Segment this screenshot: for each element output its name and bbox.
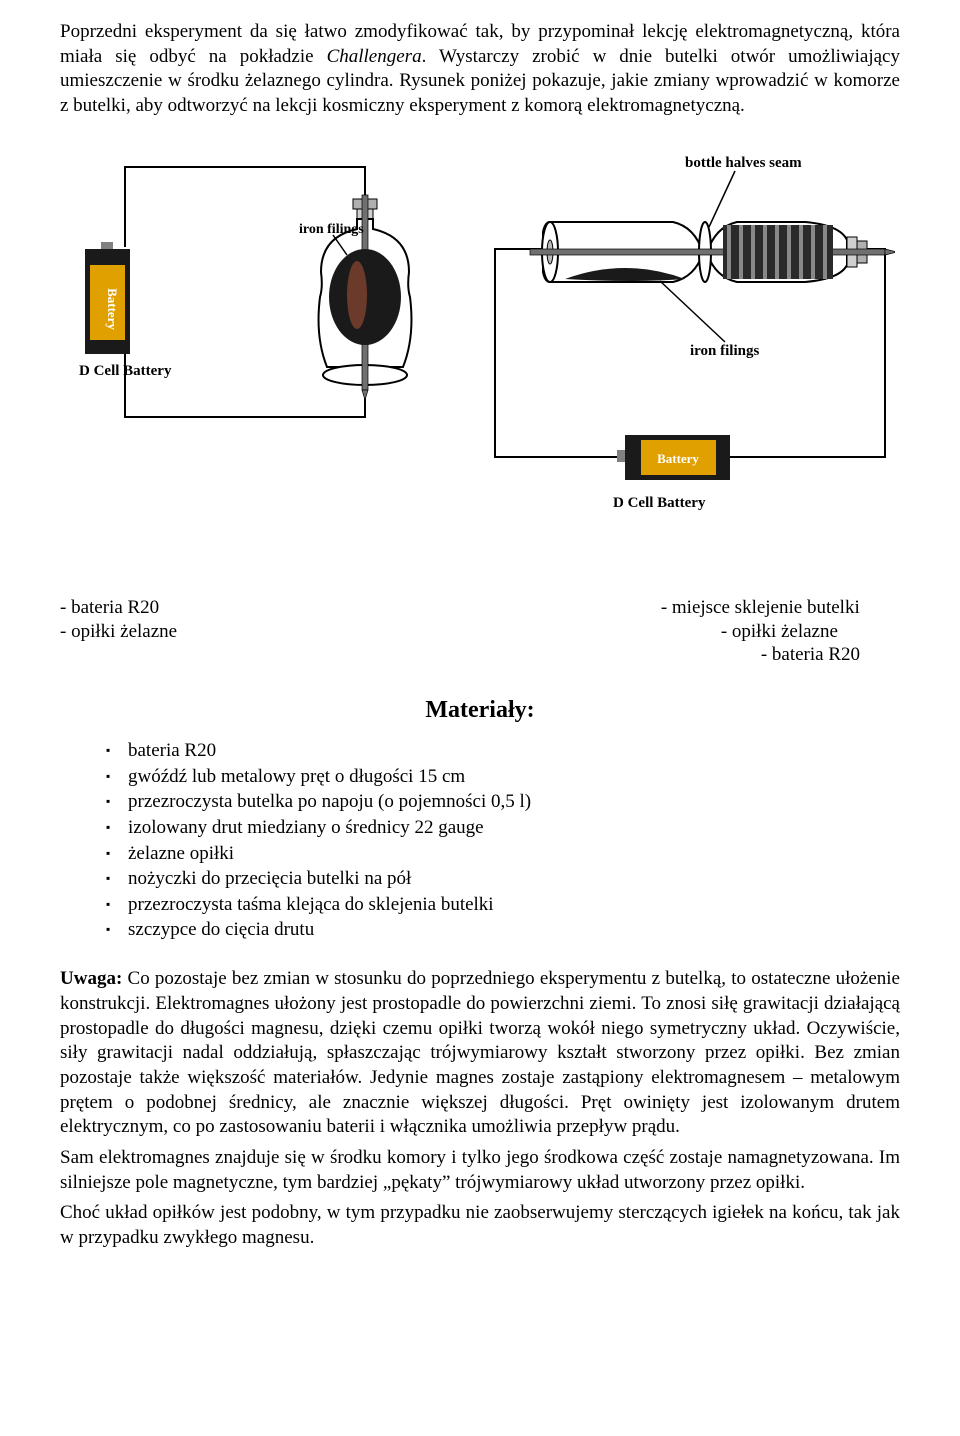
list-item: żelazne opiłki [106,841,900,867]
intro-paragraph: Poprzedni eksperyment da się łatwo zmody… [60,20,900,119]
bottle-seam-label: bottle halves seam [685,155,802,171]
document-page: Poprzedni eksperyment da się łatwo zmody… [0,0,960,1297]
experiment-diagram: Battery D Cell Battery iron filings [60,137,900,572]
uwaga-paragraph-1: Uwaga: Co pozostaje bez zmian w stosunku… [60,967,900,1140]
right-iron-filings-label: iron filings [690,343,759,359]
left-battery-label: Battery [105,288,120,330]
list-item: szczypce do cięcia drutu [106,917,900,943]
diagram-svg: Battery D Cell Battery iron filings [65,137,895,567]
left-iron-filings-label: iron filings [299,222,364,237]
uwaga-paragraph-2: Sam elektromagnes znajduje się w środku … [60,1146,900,1195]
left-battery: Battery [85,242,130,354]
list-item: izolowany drut miedziany o średnicy 22 g… [106,815,900,841]
caption-left-1: - bateria R20 [60,596,177,620]
diagram-caption: - bateria R20 - opiłki żelazne - miejsce… [60,596,900,667]
italic-challengera: Challengera [327,46,422,67]
right-battery: Battery [617,435,730,480]
caption-left-2: - opiłki żelazne [60,620,177,644]
right-coil [723,225,833,279]
list-item: nożyczki do przecięcia butelki na pół [106,866,900,892]
diagram-bg [65,137,895,567]
caption-right-1: - miejsce sklejenie butelki [661,596,860,620]
list-item: bateria R20 [106,738,900,764]
right-battery-label: Battery [657,451,699,466]
list-item: przezroczysta taśma klejąca do sklejenia… [106,892,900,918]
uwaga-label: Uwaga: [60,968,122,989]
uwaga-body: Co pozostaje bez zmian w stosunku do pop… [60,968,900,1137]
caption-right: - miejsce sklejenie butelki - opiłki żel… [661,596,900,667]
caption-right-2: - opiłki żelazne [661,620,860,644]
caption-left: - bateria R20 - opiłki żelazne [60,596,177,667]
list-item: przezroczysta butelka po napoju (o pojem… [106,789,900,815]
materials-list: bateria R20 gwóźdź lub metalowy pręt o d… [60,738,900,943]
left-dcell-label: D Cell Battery [79,363,172,379]
uwaga-paragraph-3: Choć układ opiłków jest podobny, w tym p… [60,1201,900,1250]
list-item: gwóźdź lub metalowy pręt o długości 15 c… [106,764,900,790]
materials-heading: Materiały: [60,697,900,724]
caption-right-3: - bateria R20 [661,643,860,667]
right-dcell-label: D Cell Battery [613,495,706,511]
